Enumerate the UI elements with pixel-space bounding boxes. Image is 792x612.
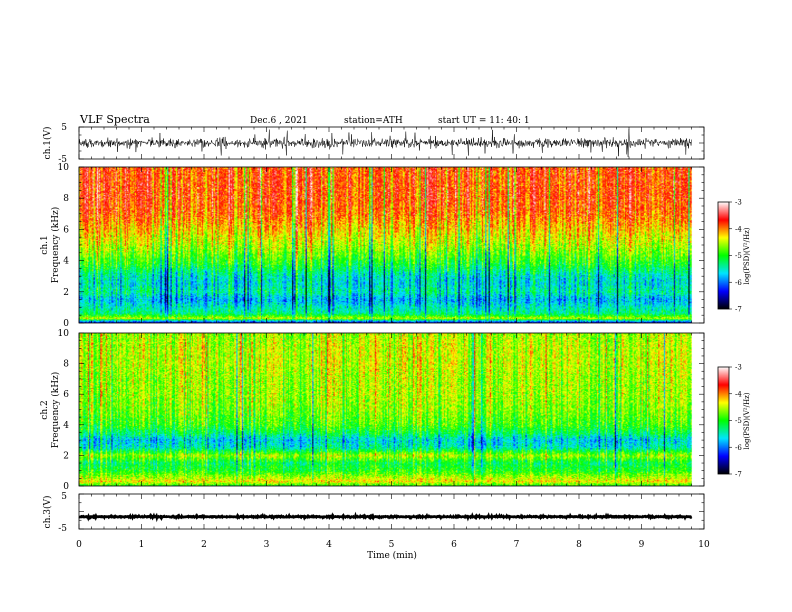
colorbar-tick-label: -4 [735,390,742,398]
y-tick-label: 0 [63,482,69,492]
time-axis-tick-labels: 0 1 2 3 4 5 6 7 8 9 10 [76,540,710,550]
ch1-ytick-top: 5 [61,123,67,133]
x-tick-label: 1 [139,540,145,550]
colorbar-tick-label: -5 [735,417,742,425]
x-tick-label: 5 [389,540,395,550]
ch3-waveform-ylabel: ch.3(V) [42,496,53,529]
ch1-spectrogram-ylabel-channel: ch.1 [40,235,50,254]
colorbar-tick-label: -5 [735,252,742,260]
start-ut-label: start UT = 11: 40: 1 [438,116,530,126]
x-tick-label: 9 [639,540,645,550]
y-tick-label: 8 [63,194,69,204]
y-tick-label: 6 [63,390,69,400]
y-tick-label: 10 [58,329,70,339]
ch1-ytick-bottom: -5 [58,155,67,165]
ch1-colorbar-label: log(PSD)(V²/Hz) [743,227,751,284]
ch1-spectrogram-ytick-labels: 0 2 4 6 8 10 [58,163,70,329]
colorbar-tick-label: -4 [735,225,742,233]
x-tick-label: 8 [576,540,582,550]
ch1-colorbar-gradient [718,202,729,309]
ch2-colorbar-label: log(PSD)(V²/Hz) [743,392,751,449]
waveform-line [78,511,693,523]
ch1-colorbar: -3 -4 -5 -6 -7 log(PSD)(V²/Hz) [717,199,751,314]
ch2-spectrogram-ytick-labels: 0 2 4 6 8 10 [58,329,70,492]
ch1-waveform-panel: 5 -5 ch.1(V) [42,123,705,165]
colorbar-tick-label: -7 [735,471,742,479]
ch1-waveform-trace [78,129,692,157]
ch2-spectrogram-ylabel-channel: ch.2 [40,400,50,419]
ch3-waveform-trace [78,511,693,523]
ch3-ytick-top: 5 [61,492,67,502]
y-tick-label: 4 [63,257,69,267]
ch3-waveform-panel: 5 -5 ch.3(V) [42,492,705,534]
y-tick-label: 6 [63,225,69,235]
ch3-waveform-frame [78,493,705,530]
ch1-colorbar-ticks: -3 -4 -5 -6 -7 [729,199,742,314]
colorbar-tick-label: -3 [735,364,742,372]
y-tick-label: 0 [63,319,69,329]
date-label: Dec.6 , 2021 [250,116,308,126]
y-tick-label: 2 [63,451,69,461]
x-tick-label: 10 [698,540,710,550]
x-tick-label: 7 [514,540,520,550]
ch2-colorbar-ticks: -3 -4 -5 -6 -7 [729,364,742,479]
ch2-spectrogram-ticks [78,332,705,487]
colorbar-tick-label: -6 [735,444,742,452]
ch3-waveform-ticks [78,493,705,530]
ch1-spectrogram-ylabel-frequency: Frequency (kHz) [50,207,61,284]
colorbar-tick-label: -6 [735,279,742,287]
ch1-waveform-ylabel: ch.1(V) [42,127,53,160]
waveform-line [78,129,692,157]
x-tick-label: 2 [201,540,207,550]
y-tick-label: 4 [63,421,69,431]
x-tick-label: 6 [451,540,457,550]
x-tick-label: 4 [326,540,332,550]
figure-title: VLF Spectra [79,113,150,126]
ch1-waveform-ticks [78,126,705,160]
ch1-spectrogram-image [79,167,704,323]
ch2-spectrogram-panel: 0 2 4 6 8 10 ch.2 Frequency (kHz) [40,329,705,492]
y-tick-label: 2 [63,288,69,298]
y-tick-label: 8 [63,360,69,370]
colorbar-tick-label: -7 [735,306,742,314]
x-tick-label: 3 [264,540,270,550]
colorbar-tick-label: -3 [735,199,742,207]
y-tick-label: 10 [58,163,70,173]
ch2-colorbar: -3 -4 -5 -6 -7 log(PSD)(V²/Hz) [717,364,751,479]
ch1-spectrogram-ticks [78,166,705,324]
ch1-spectrogram-panel: 0 2 4 6 8 10 ch.1 Frequency (kHz) [40,163,705,329]
station-label: station=ATH [344,116,403,126]
ch2-spectrogram-image [79,333,704,486]
x-tick-label: 0 [76,540,82,550]
ch2-colorbar-gradient [718,367,729,474]
ch3-ytick-bottom: -5 [58,524,67,534]
time-axis-label: Time (min) [367,550,417,561]
ch2-spectrogram-ylabel-frequency: Frequency (kHz) [50,372,61,449]
